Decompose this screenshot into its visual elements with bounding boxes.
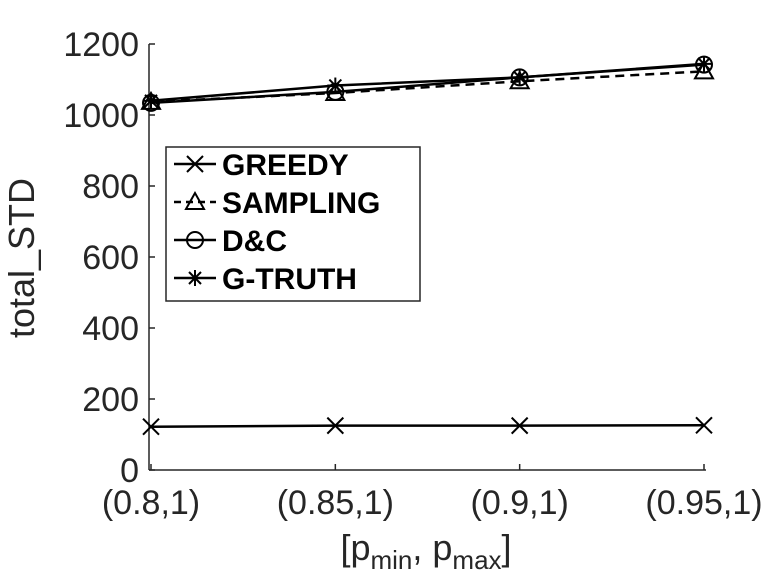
data-point-greedy bbox=[695, 416, 713, 434]
series-greedy bbox=[142, 416, 713, 436]
y-tick-label: 0 bbox=[120, 452, 139, 490]
x-tick-label: (0.9,1) bbox=[471, 484, 569, 522]
x-axis-label: [pmin, pmax] bbox=[340, 527, 511, 575]
series-d-c bbox=[142, 55, 713, 112]
legend-marker bbox=[184, 190, 206, 210]
x-tick-label: (0.8,1) bbox=[102, 484, 200, 522]
legend-label: D&C bbox=[222, 225, 287, 258]
series-line-greedy bbox=[150, 424, 705, 428]
data-point-g-truth bbox=[696, 55, 712, 72]
y-ticks: 0 200 400 600 800 1000 1200 bbox=[63, 26, 155, 490]
legend-entry-d-c: D&C bbox=[174, 225, 287, 258]
legend-entry-greedy: GREEDY bbox=[174, 149, 349, 182]
y-tick-label: 800 bbox=[82, 168, 139, 206]
x-ticks: (0.8,1) (0.85,1) (0.9,1) (0.95,1) bbox=[102, 464, 763, 522]
legend-label: SAMPLING bbox=[222, 187, 380, 220]
x-tick-label: (0.95,1) bbox=[645, 484, 762, 522]
data-point-g-truth bbox=[327, 77, 344, 94]
data-point-greedy bbox=[326, 416, 345, 435]
y-tick-label: 600 bbox=[82, 239, 139, 277]
legend-marker bbox=[187, 270, 203, 286]
legend-marker bbox=[186, 231, 204, 249]
plot-area bbox=[140, 55, 715, 436]
series-g-truth bbox=[143, 55, 712, 109]
legend-box bbox=[165, 146, 421, 302]
legend-entry-sampling: SAMPLING bbox=[174, 187, 380, 220]
data-point-g-truth bbox=[143, 92, 159, 109]
legend-marker bbox=[186, 155, 204, 173]
data-point-g-truth bbox=[511, 69, 528, 86]
series-line-g-truth bbox=[150, 62, 705, 103]
y-axis-label: total_STD bbox=[1, 178, 42, 338]
y-tick-label: 1000 bbox=[63, 97, 139, 135]
y-tick-label: 1200 bbox=[63, 26, 139, 64]
data-point-greedy bbox=[510, 416, 529, 435]
data-point-sampling bbox=[508, 70, 531, 90]
legend-entry-g-truth: G-TRUTH bbox=[174, 263, 357, 296]
y-tick-label: 200 bbox=[82, 381, 139, 419]
legend: GREEDY SAMPLING D&C G-TRUTH bbox=[165, 146, 421, 302]
data-point-greedy bbox=[142, 417, 160, 436]
legend-label: GREEDY bbox=[222, 149, 349, 182]
legend-label: G-TRUTH bbox=[222, 263, 357, 296]
x-tick-label: (0.85,1) bbox=[277, 484, 394, 522]
y-tick-label: 400 bbox=[82, 310, 139, 348]
